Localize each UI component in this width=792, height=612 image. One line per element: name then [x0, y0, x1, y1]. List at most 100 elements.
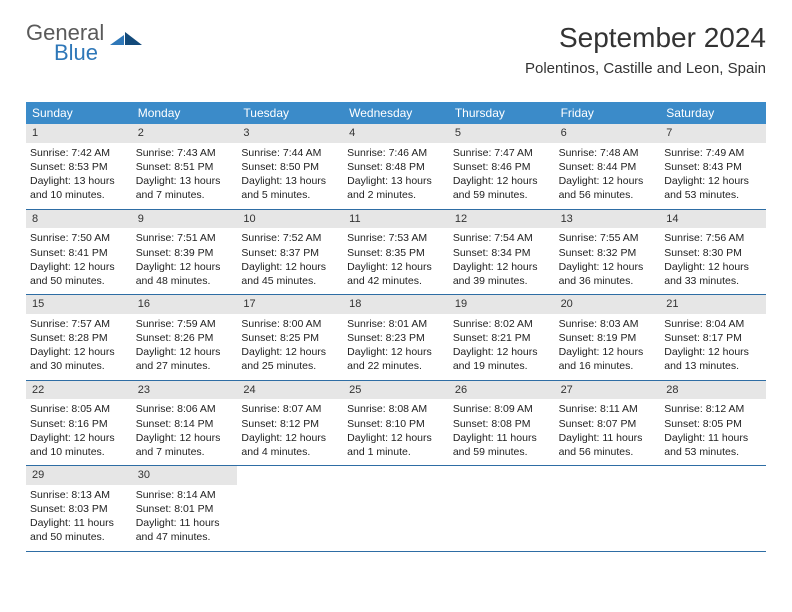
week-row: 15Sunrise: 7:57 AMSunset: 8:28 PMDayligh… [26, 295, 766, 381]
daylight-line: Daylight: 12 hours and 56 minutes. [559, 174, 657, 202]
daylight-line: Daylight: 12 hours and 33 minutes. [664, 260, 762, 288]
daylight-line: Daylight: 12 hours and 25 minutes. [241, 345, 339, 373]
sunrise-line: Sunrise: 7:47 AM [453, 146, 551, 160]
daylight-line: Daylight: 12 hours and 36 minutes. [559, 260, 657, 288]
day-number: 8 [26, 210, 132, 229]
daylight-line: Daylight: 12 hours and 7 minutes. [136, 431, 234, 459]
logo-word-2: Blue [54, 42, 104, 64]
day-headers-row: SundayMondayTuesdayWednesdayThursdayFrid… [26, 102, 766, 124]
daylight-line: Daylight: 12 hours and 48 minutes. [136, 260, 234, 288]
day-number: 14 [660, 210, 766, 229]
day-cell: 25Sunrise: 8:08 AMSunset: 8:10 PMDayligh… [343, 381, 449, 466]
day-cell [555, 466, 661, 551]
daylight-line: Daylight: 12 hours and 30 minutes. [30, 345, 128, 373]
sunset-line: Sunset: 8:14 PM [136, 417, 234, 431]
sunrise-line: Sunrise: 8:12 AM [664, 402, 762, 416]
day-cell: 29Sunrise: 8:13 AMSunset: 8:03 PMDayligh… [26, 466, 132, 551]
sunset-line: Sunset: 8:16 PM [30, 417, 128, 431]
sunrise-line: Sunrise: 8:09 AM [453, 402, 551, 416]
day-cell: 10Sunrise: 7:52 AMSunset: 8:37 PMDayligh… [237, 210, 343, 295]
day-cell: 14 Sunrise: 7:56 AMSunset: 8:30 PMDayligh… [660, 210, 766, 295]
week-row: 8Sunrise: 7:50 AMSunset: 8:41 PMDaylight… [26, 210, 766, 296]
sunset-line: Sunset: 8:07 PM [559, 417, 657, 431]
daylight-line: Daylight: 12 hours and 10 minutes. [30, 431, 128, 459]
sunrise-line: Sunrise: 7:50 AM [30, 231, 128, 245]
sunrise-line: Sunrise: 8:04 AM [664, 317, 762, 331]
sunset-line: Sunset: 8:30 PM [664, 246, 762, 260]
sunrise-line: Sunrise: 7:44 AM [241, 146, 339, 160]
day-cell: 20Sunrise: 8:03 AMSunset: 8:19 PMDayligh… [555, 295, 661, 380]
day-cell: 9Sunrise: 7:51 AMSunset: 8:39 PMDaylight… [132, 210, 238, 295]
day-cell: 8 Sunrise: 7:50 AMSunset: 8:41 PMDaylight… [26, 210, 132, 295]
sunset-line: Sunset: 8:26 PM [136, 331, 234, 345]
daylight-line: Daylight: 11 hours and 50 minutes. [30, 516, 128, 544]
day-number: 21 [660, 295, 766, 314]
sunset-line: Sunset: 8:25 PM [241, 331, 339, 345]
sunrise-line: Sunrise: 8:06 AM [136, 402, 234, 416]
day-number: 27 [555, 381, 661, 400]
day-cell [660, 466, 766, 551]
sunset-line: Sunset: 8:39 PM [136, 246, 234, 260]
week-row: 22Sunrise: 8:05 AMSunset: 8:16 PMDayligh… [26, 381, 766, 467]
daylight-line: Daylight: 12 hours and 1 minute. [347, 431, 445, 459]
sunrise-line: Sunrise: 7:53 AM [347, 231, 445, 245]
day-header: Sunday [26, 102, 132, 124]
day-header: Wednesday [343, 102, 449, 124]
day-number: 30 [132, 466, 238, 485]
sunrise-line: Sunrise: 7:43 AM [136, 146, 234, 160]
day-number: 20 [555, 295, 661, 314]
logo-triangles-icon [110, 31, 144, 55]
sunrise-line: Sunrise: 8:05 AM [30, 402, 128, 416]
calendar: SundayMondayTuesdayWednesdayThursdayFrid… [26, 102, 766, 552]
sunrise-line: Sunrise: 8:08 AM [347, 402, 445, 416]
day-cell: 6Sunrise: 7:48 AMSunset: 8:44 PMDaylight… [555, 124, 661, 209]
week-row: 1Sunrise: 7:42 AMSunset: 8:53 PMDaylight… [26, 124, 766, 210]
sunrise-line: Sunrise: 7:56 AM [664, 231, 762, 245]
sunset-line: Sunset: 8:17 PM [664, 331, 762, 345]
sunset-line: Sunset: 8:46 PM [453, 160, 551, 174]
day-cell: 28 Sunrise: 8:12 AMSunset: 8:05 PMDayligh… [660, 381, 766, 466]
day-header: Friday [555, 102, 661, 124]
day-cell: 22Sunrise: 8:05 AMSunset: 8:16 PMDayligh… [26, 381, 132, 466]
day-number: 28 [660, 381, 766, 400]
day-cell [449, 466, 555, 551]
daylight-line: Daylight: 12 hours and 50 minutes. [30, 260, 128, 288]
sunset-line: Sunset: 8:41 PM [30, 246, 128, 260]
day-cell: 11Sunrise: 7:53 AMSunset: 8:35 PMDayligh… [343, 210, 449, 295]
day-number: 5 [449, 124, 555, 143]
sunrise-line: Sunrise: 7:54 AM [453, 231, 551, 245]
day-cell: 26Sunrise: 8:09 AMSunset: 8:08 PMDayligh… [449, 381, 555, 466]
day-cell: 12Sunrise: 7:54 AMSunset: 8:34 PMDayligh… [449, 210, 555, 295]
sunrise-line: Sunrise: 8:11 AM [559, 402, 657, 416]
sunset-line: Sunset: 8:48 PM [347, 160, 445, 174]
day-number: 12 [449, 210, 555, 229]
logo-text: General Blue [26, 22, 104, 64]
day-number: 2 [132, 124, 238, 143]
sunrise-line: Sunrise: 7:48 AM [559, 146, 657, 160]
day-number: 29 [26, 466, 132, 485]
sunrise-line: Sunrise: 7:57 AM [30, 317, 128, 331]
day-cell: 13Sunrise: 7:55 AMSunset: 8:32 PMDayligh… [555, 210, 661, 295]
day-cell [343, 466, 449, 551]
sunset-line: Sunset: 8:51 PM [136, 160, 234, 174]
sunset-line: Sunset: 8:05 PM [664, 417, 762, 431]
day-cell: 27Sunrise: 8:11 AMSunset: 8:07 PMDayligh… [555, 381, 661, 466]
day-number: 9 [132, 210, 238, 229]
daylight-line: Daylight: 13 hours and 2 minutes. [347, 174, 445, 202]
daylight-line: Daylight: 11 hours and 59 minutes. [453, 431, 551, 459]
sunrise-line: Sunrise: 7:59 AM [136, 317, 234, 331]
day-cell: 19Sunrise: 8:02 AMSunset: 8:21 PMDayligh… [449, 295, 555, 380]
logo: General Blue [26, 22, 144, 64]
day-header: Tuesday [237, 102, 343, 124]
sunrise-line: Sunrise: 8:01 AM [347, 317, 445, 331]
sunrise-line: Sunrise: 8:00 AM [241, 317, 339, 331]
daylight-line: Daylight: 12 hours and 22 minutes. [347, 345, 445, 373]
day-number: 18 [343, 295, 449, 314]
daylight-line: Daylight: 12 hours and 27 minutes. [136, 345, 234, 373]
day-cell: 23Sunrise: 8:06 AMSunset: 8:14 PMDayligh… [132, 381, 238, 466]
daylight-line: Daylight: 11 hours and 53 minutes. [664, 431, 762, 459]
sunrise-line: Sunrise: 8:07 AM [241, 402, 339, 416]
sunrise-line: Sunrise: 8:02 AM [453, 317, 551, 331]
sunrise-line: Sunrise: 8:03 AM [559, 317, 657, 331]
sunset-line: Sunset: 8:32 PM [559, 246, 657, 260]
